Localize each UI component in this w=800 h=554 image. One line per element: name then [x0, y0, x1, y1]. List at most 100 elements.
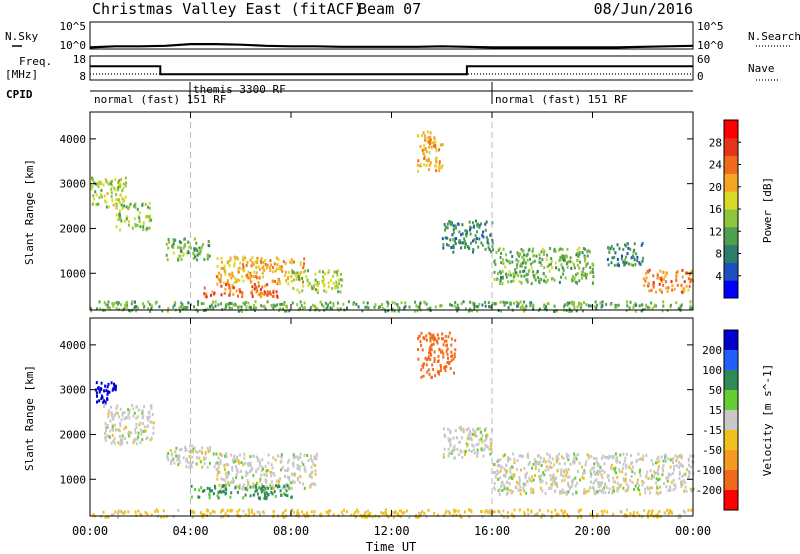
- heatmap-cell: [436, 341, 439, 345]
- heatmap-cell: [662, 277, 665, 281]
- heatmap-cell: [616, 243, 619, 247]
- heatmap-cell: [262, 485, 265, 488]
- heatmap-cell: [583, 488, 586, 492]
- heatmap-cell: [167, 246, 170, 250]
- heatmap-cell: [578, 461, 581, 465]
- heatmap-cell: [217, 303, 220, 307]
- heatmap-cell: [223, 266, 226, 270]
- heatmap-cell: [513, 461, 516, 465]
- heatmap-cell: [655, 481, 658, 485]
- heatmap-cell: [573, 452, 575, 456]
- heatmap-cell: [485, 437, 488, 441]
- heatmap-cell: [352, 302, 355, 306]
- heatmap-cell: [688, 471, 691, 474]
- heatmap-cell: [117, 512, 120, 515]
- heatmap-cell: [541, 489, 544, 493]
- heatmap-cell: [684, 485, 687, 489]
- heatmap-cell: [493, 270, 496, 274]
- heatmap-cell: [397, 305, 399, 309]
- heatmap-cell: [225, 305, 228, 308]
- heatmap-cell: [543, 473, 546, 477]
- heatmap-cell: [630, 468, 633, 472]
- heatmap-cell: [238, 460, 241, 464]
- heatmap-cell: [269, 485, 272, 489]
- noise-left-tick-low: 10^0: [60, 39, 87, 52]
- heatmap-cell: [122, 511, 125, 515]
- heatmap-cell: [438, 348, 441, 352]
- heatmap-cell: [510, 476, 513, 480]
- heatmap-cell: [499, 282, 501, 285]
- colorbar-tick-label: 16: [709, 203, 722, 216]
- heatmap-cell: [489, 441, 492, 445]
- heatmap-cell: [444, 228, 446, 232]
- heatmap-cell: [235, 457, 238, 461]
- heatmap-cell: [314, 272, 317, 276]
- heatmap-cell: [476, 454, 479, 458]
- heatmap-cell: [230, 453, 233, 457]
- heatmap-cell: [600, 481, 603, 485]
- heatmap-cell: [299, 452, 302, 456]
- heatmap-cell: [472, 248, 475, 252]
- heatmap-cell: [540, 250, 543, 254]
- heatmap-cell: [203, 292, 206, 296]
- heatmap-cell: [606, 475, 609, 479]
- heatmap-cell: [104, 425, 107, 429]
- heatmap-cell: [687, 476, 690, 480]
- heatmap-cell: [502, 509, 505, 513]
- heatmap-cell: [256, 481, 259, 485]
- heatmap-cell: [103, 199, 106, 203]
- heatmap-cell: [249, 277, 252, 281]
- heatmap-cell: [423, 300, 426, 304]
- heatmap-cell: [333, 270, 336, 274]
- heatmap-cell: [655, 471, 658, 475]
- heatmap-cell: [234, 465, 237, 468]
- heatmap-cell: [449, 430, 452, 434]
- heatmap-cell: [548, 465, 551, 469]
- heatmap-cell: [224, 287, 227, 291]
- heatmap-cell: [96, 307, 98, 311]
- heatmap-cell: [559, 490, 561, 494]
- heatmap-cell: [119, 185, 121, 189]
- heatmap-cell: [217, 490, 220, 494]
- heatmap-cell: [167, 238, 170, 241]
- heatmap-cell: [162, 509, 165, 513]
- heatmap-cell: [484, 443, 487, 447]
- heatmap-cell: [207, 240, 210, 243]
- heatmap-cell: [632, 255, 635, 259]
- heatmap-cell: [497, 471, 500, 475]
- heatmap-cell: [190, 511, 193, 515]
- heatmap-cell: [418, 305, 421, 309]
- heatmap-cell: [510, 491, 513, 495]
- heatmap-cell: [489, 305, 492, 309]
- heatmap-cell: [152, 431, 155, 435]
- heatmap-cell: [560, 263, 563, 267]
- heatmap-cell: [261, 488, 264, 492]
- heatmap-cell: [141, 430, 143, 433]
- heatmap-cell: [446, 222, 449, 226]
- heatmap-cell: [261, 458, 264, 462]
- heatmap-cell: [244, 513, 247, 517]
- heatmap-cell: [220, 275, 223, 279]
- heatmap-cell: [493, 260, 496, 264]
- heatmap-cell: [249, 271, 252, 275]
- heatmap-cell: [642, 458, 645, 462]
- heatmap-cell: [290, 279, 293, 283]
- heatmap-cell: [179, 254, 182, 258]
- heatmap-cell: [400, 509, 403, 513]
- heatmap-cell: [502, 262, 505, 265]
- heatmap-cell: [650, 301, 653, 305]
- heatmap-cell: [519, 252, 522, 256]
- heatmap-cell: [150, 436, 153, 440]
- heatmap-cell: [677, 455, 680, 458]
- heatmap-cell: [684, 481, 687, 485]
- heatmap-cell: [272, 270, 274, 274]
- heatmap-cell: [186, 305, 189, 309]
- heatmap-cell: [228, 272, 231, 276]
- heatmap-cell: [427, 136, 430, 140]
- heatmap-cell: [259, 477, 262, 481]
- heatmap-cell: [450, 350, 453, 354]
- heatmap-cell: [267, 493, 270, 497]
- heatmap-cell: [220, 256, 223, 260]
- heatmap-cell: [522, 486, 525, 490]
- heatmap-cell: [143, 405, 146, 409]
